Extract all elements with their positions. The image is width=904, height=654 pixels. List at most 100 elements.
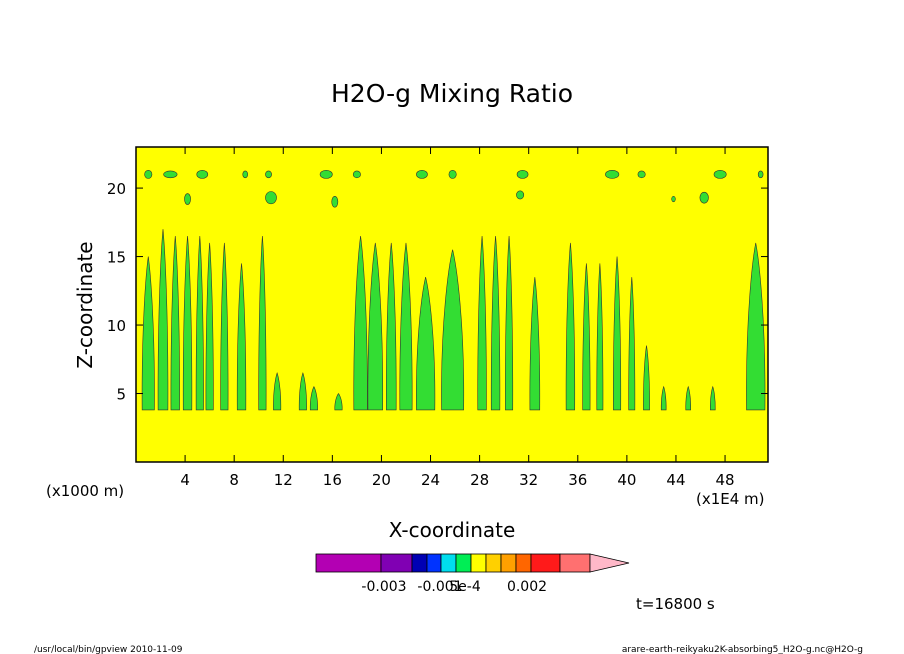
plume-12 [309, 386, 318, 411]
colorbar-label: 5e-4 [449, 579, 481, 595]
blob-3 [196, 169, 209, 179]
y-axis-ticks: 5 10 15 20 [107, 180, 768, 404]
footer-right: arare-earth-reikyaku2K-absorbing5_H2O-g.… [622, 645, 863, 654]
colorbar-label: 0.002 [507, 579, 547, 595]
x-tick-label: 8 [229, 471, 239, 489]
plume-20 [477, 235, 487, 411]
blob-4 [242, 170, 248, 179]
plume-25 [582, 263, 591, 411]
colorbar-swatch [426, 553, 442, 573]
blob-14 [757, 170, 764, 179]
plume-23 [529, 277, 541, 411]
colorbar-swatch [485, 553, 502, 573]
x-tick-label: 32 [519, 471, 538, 489]
plume-19 [441, 249, 465, 411]
plume-6 [205, 242, 214, 411]
x-tick-label: 36 [568, 471, 587, 489]
plume-14 [353, 235, 368, 411]
x-tick-label: 44 [666, 471, 685, 489]
plume-4 [182, 235, 193, 411]
plume-31 [685, 385, 691, 411]
plume-26 [596, 263, 604, 411]
plume-33 [746, 242, 766, 411]
colorbar-swatch [559, 553, 591, 573]
plume-13 [334, 393, 343, 411]
colorbar-swatch [380, 553, 413, 573]
y-axis-label: Z-coordinate [73, 241, 97, 368]
plume-10 [273, 372, 282, 411]
blob-20 [671, 196, 676, 203]
blob-16 [265, 191, 277, 205]
x-unit-right: (x1E4 m) [696, 490, 765, 508]
time-label: t=16800 s [636, 595, 715, 613]
plume-5 [195, 235, 204, 411]
plume-7 [220, 242, 229, 411]
plume-18 [416, 277, 436, 411]
plot-area [135, 146, 769, 463]
colorbar-swatch [315, 553, 382, 573]
plume-28 [628, 277, 636, 411]
green-contour-regions [141, 229, 766, 411]
plume-16 [386, 242, 397, 411]
blob-1 [144, 169, 153, 179]
plume-15 [367, 242, 384, 411]
y-tick-label: 5 [116, 386, 126, 404]
blob-17 [331, 196, 339, 208]
plume-1 [141, 256, 155, 411]
plume-11 [298, 372, 307, 411]
x-unit-left: (x1000 m) [46, 482, 124, 500]
colorbar-swatch [515, 553, 532, 573]
colorbar-swatch [470, 553, 487, 573]
plume-29 [643, 345, 650, 411]
colorbar-label: -0.001 [417, 579, 462, 595]
blob-7 [352, 170, 361, 179]
blob-18 [516, 190, 525, 200]
plume-30 [660, 385, 667, 411]
blob-8 [416, 169, 428, 179]
colorbar-swatches [315, 553, 630, 573]
y-tick-label: 10 [107, 317, 126, 335]
blob-6 [319, 169, 333, 179]
blob-5 [265, 170, 272, 179]
upper-level-blobs [144, 169, 764, 208]
x-axis-ticks: 4 8 12 16 20 24 28 32 36 40 44 48 [180, 147, 735, 489]
plume-32 [710, 385, 716, 411]
plume-8 [236, 263, 247, 411]
x-tick-label: 48 [716, 471, 735, 489]
x-tick-label: 40 [617, 471, 636, 489]
colorbar-swatch [530, 553, 561, 573]
blob-19 [699, 191, 709, 204]
plume-22 [505, 235, 514, 411]
plume-2 [157, 229, 169, 411]
plot-frame [135, 146, 769, 463]
x-tick-label: 20 [372, 471, 391, 489]
plume-21 [490, 235, 501, 411]
plume-9 [258, 235, 267, 411]
plume-17 [399, 242, 413, 411]
colorbar-label: -0.003 [361, 579, 406, 595]
plume-27 [613, 256, 622, 411]
y-tick-label: 20 [107, 180, 126, 198]
plume-3 [170, 235, 180, 411]
blob-2 [163, 170, 178, 179]
blob-12 [637, 170, 646, 179]
blob-11 [605, 169, 620, 179]
blob-10 [516, 169, 529, 179]
blob-15 [184, 193, 191, 205]
x-tick-label: 4 [180, 471, 190, 489]
colorbar-arrow [589, 553, 630, 573]
x-tick-label: 24 [421, 471, 440, 489]
x-tick-label: 28 [470, 471, 489, 489]
x-tick-label: 16 [323, 471, 342, 489]
colorbar-swatch [455, 553, 472, 573]
blob-9 [448, 169, 457, 179]
y-tick-label: 15 [107, 249, 126, 267]
x-tick-label: 12 [274, 471, 293, 489]
x-axis-label: X-coordinate [389, 518, 516, 542]
footer-left: /usr/local/bin/gpview 2010-11-09 [34, 645, 183, 654]
colorbar-swatch [500, 553, 517, 573]
colorbar-swatch [440, 553, 457, 573]
